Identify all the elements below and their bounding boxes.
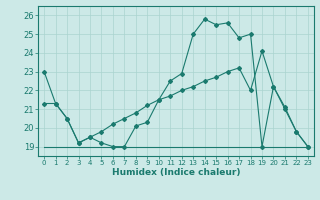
X-axis label: Humidex (Indice chaleur): Humidex (Indice chaleur) (112, 168, 240, 177)
